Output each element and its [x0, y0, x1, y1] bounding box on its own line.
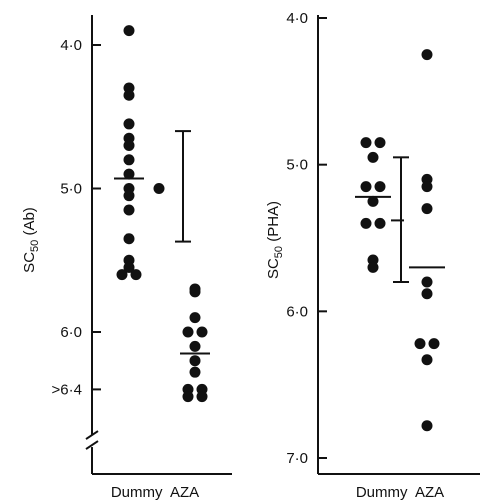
- data-point-dummy: [116, 269, 128, 281]
- y-tick-label: 6·0: [60, 324, 82, 341]
- y-axis-label-subscript: 50: [29, 240, 41, 252]
- data-point-aza: [421, 276, 433, 288]
- x-category-labels: Dummy AZA: [356, 484, 444, 501]
- left-panel: 4·0 5·0 6·0 >6·4 SC50 (Ab) Dummy AZA: [21, 15, 232, 501]
- axis-break-mark: [85, 430, 99, 440]
- data-point-dummy: [360, 181, 372, 193]
- y-axis-label-main: SC: [265, 258, 282, 279]
- data-point-dummy: [123, 154, 135, 166]
- data-point-aza: [421, 354, 433, 366]
- data-point-dummy: [374, 137, 386, 149]
- right-panel: 4·0 5·0 6·0 7·0 SC50 (PHA) Dummy AZA: [265, 10, 480, 501]
- data-point-dummy: [360, 137, 372, 149]
- data-point-aza: [196, 391, 208, 403]
- data-point-dummy: [367, 151, 379, 163]
- y-tick-label: 4·0: [286, 10, 308, 27]
- data-point-aza: [189, 286, 201, 298]
- y-axis-label-rest: (PHA): [265, 201, 282, 246]
- data-point-aza: [421, 203, 433, 215]
- data-point-dummy: [123, 118, 135, 130]
- data-point-dummy: [123, 139, 135, 151]
- data-point-aza: [421, 49, 433, 61]
- data-point-aza: [421, 288, 433, 300]
- data-point-dummy: [123, 89, 135, 101]
- data-point-dummy: [123, 204, 135, 216]
- axis-break-mark: [85, 440, 99, 450]
- y-axis-label-main: SC: [21, 252, 38, 273]
- data-point-dummy: [123, 168, 135, 180]
- data-point-aza: [196, 326, 208, 338]
- data-point-dummy: [367, 195, 379, 207]
- y-axis-label-subscript: 50: [273, 246, 285, 258]
- y-tick-label: >6·4: [52, 381, 82, 398]
- x-category-labels: Dummy AZA: [111, 484, 199, 501]
- data-point-dummy: [130, 269, 142, 281]
- y-tick-label: 6·0: [286, 303, 308, 320]
- y-tick-label: 7·0: [286, 450, 308, 467]
- y-tick-label: 5·0: [60, 181, 82, 198]
- data-point-aza: [182, 326, 194, 338]
- data-point-aza: [421, 420, 433, 432]
- data-point-aza: [189, 355, 201, 367]
- data-point-aza: [189, 340, 201, 352]
- y-axis-label: SC50 (PHA): [265, 201, 285, 279]
- data-point-aza: [189, 366, 201, 378]
- data-point-aza: [189, 312, 201, 324]
- data-point-aza: [421, 181, 433, 193]
- data-point-dummy: [123, 233, 135, 245]
- data-point-aza: [182, 391, 194, 403]
- y-axis-label-rest: (Ab): [21, 207, 38, 240]
- error-bar-center-point: [153, 183, 165, 194]
- data-point-dummy: [360, 217, 372, 229]
- data-point-dummy: [374, 217, 386, 229]
- data-point-aza: [414, 338, 426, 350]
- data-point-dummy: [123, 190, 135, 202]
- data-point-dummy: [123, 261, 135, 273]
- data-point-aza: [428, 338, 440, 350]
- y-axis-label: SC50 (Ab): [21, 207, 41, 273]
- y-tick-label: 4·0: [60, 37, 82, 54]
- data-point-dummy: [123, 25, 135, 37]
- data-point-dummy: [367, 261, 379, 273]
- y-tick-label: 5·0: [286, 157, 308, 174]
- data-point-dummy: [374, 181, 386, 193]
